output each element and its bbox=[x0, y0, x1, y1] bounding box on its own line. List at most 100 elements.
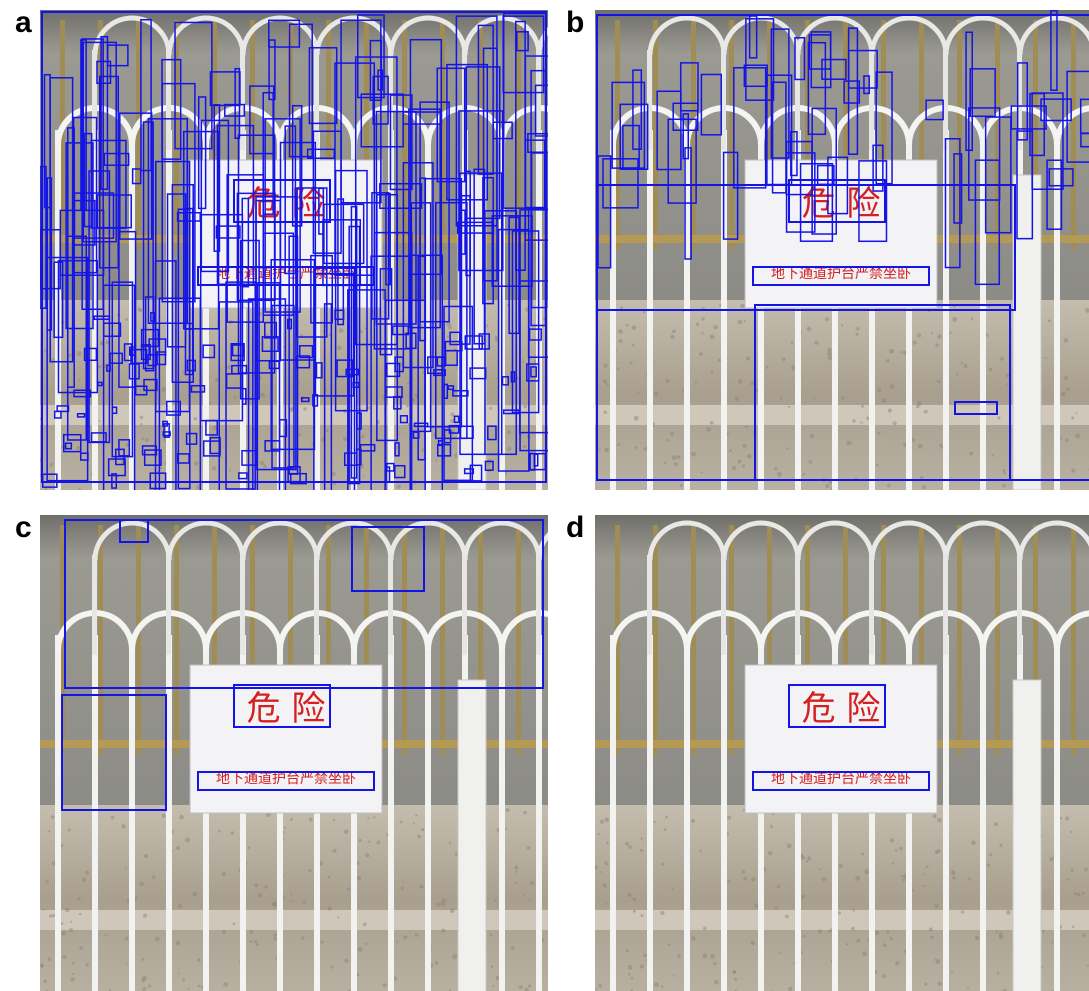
texture bbox=[852, 909, 855, 912]
texture bbox=[961, 910, 964, 913]
texture bbox=[952, 317, 957, 322]
texture bbox=[72, 962, 75, 965]
texture bbox=[617, 367, 620, 370]
texture bbox=[528, 984, 531, 987]
texture bbox=[644, 447, 648, 451]
texture bbox=[604, 448, 608, 452]
texture bbox=[775, 907, 778, 910]
texture bbox=[436, 459, 438, 461]
texture bbox=[747, 454, 752, 459]
texture bbox=[926, 865, 929, 868]
texture bbox=[264, 885, 268, 889]
texture bbox=[674, 462, 678, 466]
texture bbox=[895, 961, 899, 965]
texture bbox=[1002, 484, 1005, 487]
texture bbox=[951, 971, 953, 973]
texture bbox=[401, 887, 404, 890]
texture bbox=[49, 914, 52, 917]
texture bbox=[918, 444, 923, 449]
texture bbox=[403, 935, 407, 939]
texture bbox=[260, 393, 265, 398]
texture bbox=[809, 460, 813, 464]
fence-bar bbox=[943, 635, 949, 991]
texture bbox=[178, 972, 180, 974]
figure: a危 险地下通道护台严禁坐卧b危 险地下通道护台严禁坐卧c危 险地下通道护台严禁… bbox=[0, 0, 1089, 991]
fence-bar bbox=[536, 50, 541, 150]
texture bbox=[1087, 965, 1089, 967]
texture bbox=[1003, 472, 1006, 475]
texture bbox=[827, 351, 832, 356]
gold-post bbox=[402, 525, 407, 755]
texture bbox=[178, 904, 182, 908]
texture bbox=[523, 811, 527, 815]
texture bbox=[441, 929, 445, 933]
texture bbox=[339, 328, 344, 333]
fence-bar bbox=[1054, 130, 1060, 490]
texture bbox=[321, 941, 324, 944]
fence-bar bbox=[721, 555, 726, 655]
texture bbox=[1000, 357, 1004, 361]
texture bbox=[415, 933, 419, 937]
texture bbox=[440, 902, 445, 907]
texture bbox=[77, 351, 82, 356]
photo: 危 险地下通道护台严禁坐卧 bbox=[39, 10, 613, 575]
texture bbox=[922, 485, 926, 489]
texture bbox=[632, 325, 637, 330]
texture bbox=[595, 988, 597, 990]
texture bbox=[710, 334, 715, 339]
texture bbox=[961, 362, 964, 365]
texture bbox=[665, 816, 668, 819]
texture bbox=[852, 419, 855, 422]
texture bbox=[40, 965, 43, 968]
texture bbox=[598, 833, 600, 835]
texture bbox=[893, 421, 897, 425]
texture bbox=[916, 405, 920, 409]
texture bbox=[125, 318, 128, 321]
texture bbox=[924, 982, 927, 985]
texture bbox=[937, 334, 942, 339]
texture bbox=[856, 327, 859, 330]
texture bbox=[376, 841, 380, 845]
texture bbox=[256, 943, 259, 946]
texture bbox=[855, 876, 860, 881]
texture bbox=[877, 432, 880, 435]
texture bbox=[810, 434, 814, 438]
texture bbox=[125, 962, 127, 964]
texture bbox=[710, 421, 714, 425]
texture bbox=[890, 838, 894, 842]
texture bbox=[347, 888, 350, 891]
texture bbox=[738, 320, 743, 325]
texture bbox=[273, 937, 277, 941]
texture bbox=[740, 304, 744, 308]
texture bbox=[695, 382, 697, 384]
texture bbox=[737, 459, 741, 463]
texture bbox=[855, 333, 858, 336]
texture bbox=[144, 854, 148, 858]
texture bbox=[677, 455, 681, 459]
texture bbox=[838, 911, 841, 914]
texture bbox=[76, 446, 80, 450]
texture bbox=[604, 862, 608, 866]
texture bbox=[1070, 831, 1072, 833]
panel: 危 险地下通道护台严禁坐卧 bbox=[40, 515, 613, 991]
texture bbox=[70, 977, 74, 981]
texture bbox=[198, 985, 201, 988]
gold-post bbox=[653, 525, 658, 755]
texture bbox=[222, 930, 226, 934]
fence-bar bbox=[943, 555, 948, 655]
texture bbox=[883, 943, 887, 947]
texture bbox=[215, 377, 217, 379]
texture bbox=[994, 822, 998, 826]
texture bbox=[1070, 868, 1073, 871]
texture bbox=[403, 881, 405, 883]
texture bbox=[333, 819, 335, 821]
texture bbox=[949, 331, 951, 333]
texture bbox=[515, 871, 517, 873]
texture bbox=[78, 488, 81, 491]
texture bbox=[743, 877, 747, 881]
texture bbox=[714, 980, 719, 985]
texture bbox=[491, 965, 494, 968]
texture bbox=[263, 464, 267, 468]
fence-bar bbox=[92, 555, 97, 655]
